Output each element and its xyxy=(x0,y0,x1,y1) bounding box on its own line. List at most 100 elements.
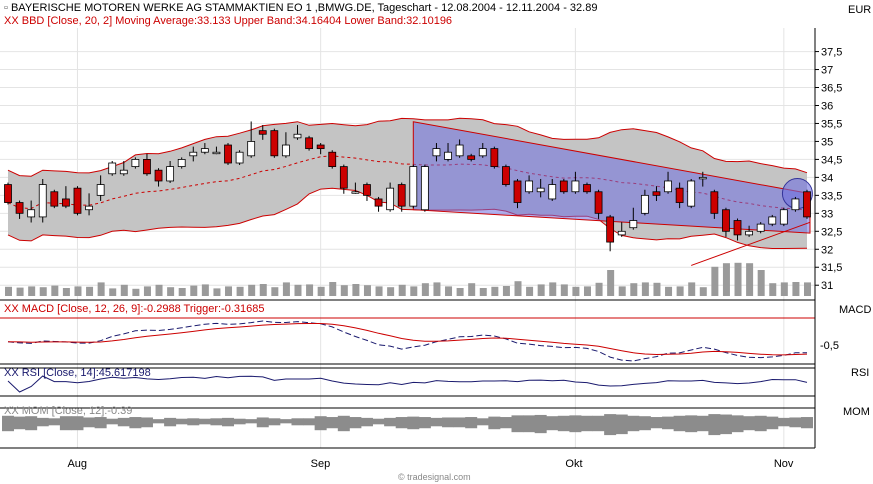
candle xyxy=(791,196,800,212)
candle-body xyxy=(177,159,186,167)
volume-bar xyxy=(294,284,302,296)
volume-bar xyxy=(178,288,186,296)
momentum-bar xyxy=(291,418,304,426)
volume-bar xyxy=(526,286,534,296)
volume-bar xyxy=(468,283,476,296)
price-tick-label: 32,5 xyxy=(821,226,842,238)
price-tick-label: 32 xyxy=(821,244,833,256)
momentum-bar xyxy=(511,415,524,433)
candle xyxy=(293,125,302,140)
momentum-bar xyxy=(129,417,142,429)
momentum-bar xyxy=(523,415,536,433)
rsi-axis-label: RSI xyxy=(851,367,869,379)
momentum-bar xyxy=(106,418,119,425)
candle xyxy=(698,171,707,187)
volume-bar xyxy=(387,287,395,296)
candle-body xyxy=(525,180,533,193)
volume-bar xyxy=(711,266,719,296)
candle-body xyxy=(363,184,371,196)
candle-body xyxy=(85,205,93,211)
candle-body xyxy=(710,191,719,214)
candle-body xyxy=(108,162,117,175)
volume-bar xyxy=(86,286,94,296)
momentum-bar xyxy=(256,417,269,428)
price-axis: 37,5 37 36,5 36 35,5 35 34,5 34 33,5 33 32,5 32 31,5… xyxy=(815,47,842,292)
volume-bar xyxy=(757,270,765,296)
candle-body xyxy=(420,166,429,211)
candle-body xyxy=(664,180,672,193)
volume-bar xyxy=(39,287,47,296)
momentum-bar xyxy=(210,418,223,426)
candle-body xyxy=(733,220,742,236)
momentum-bar xyxy=(233,418,246,425)
candle xyxy=(374,196,383,212)
volume-bar xyxy=(28,286,36,296)
momentum-bar xyxy=(685,415,698,433)
candle xyxy=(73,186,82,216)
bollinger-legend: XX BBD [Close, 20, 2] Moving Average:33.… xyxy=(4,15,452,27)
momentum-bar xyxy=(222,417,235,427)
candle xyxy=(38,178,47,223)
momentum-bar xyxy=(534,414,547,434)
candle xyxy=(513,178,522,209)
candle xyxy=(640,189,649,216)
candle xyxy=(247,121,256,158)
volume-bar xyxy=(51,285,59,296)
volume-bar xyxy=(618,286,626,296)
candle xyxy=(432,143,441,162)
momentum-bar xyxy=(245,419,258,424)
volume-bar xyxy=(445,286,453,296)
candle xyxy=(397,182,406,212)
volume-bar xyxy=(74,286,82,296)
volume-bar xyxy=(456,288,464,296)
candle xyxy=(177,157,186,169)
mom-panel: XX MOM [Close, 12]:-0.39 MOM xyxy=(0,405,870,449)
candle xyxy=(166,161,175,183)
candle-body xyxy=(548,184,557,200)
price-tick-label: 35,5 xyxy=(821,118,842,130)
price-tick-label: 34 xyxy=(821,172,833,184)
candle xyxy=(15,200,24,219)
momentum-bar xyxy=(801,417,813,429)
momentum-bar xyxy=(557,415,570,432)
candle xyxy=(224,143,232,165)
momentum-bar xyxy=(13,416,26,430)
volume-bar xyxy=(804,282,811,296)
candle xyxy=(61,186,70,209)
chart-title: ▫ BAYERISCHE MOTOREN WERKE AG STAMMAKTIE… xyxy=(4,2,597,14)
price-tick-label: 35 xyxy=(821,136,833,148)
momentum-bar xyxy=(360,417,373,427)
candle-body xyxy=(629,220,638,229)
momentum-bar xyxy=(476,418,489,426)
momentum-bar xyxy=(731,415,744,433)
candle xyxy=(4,182,12,205)
momentum-bar xyxy=(349,417,362,429)
candle xyxy=(606,214,615,252)
momentum-bar xyxy=(777,417,790,427)
candle-body xyxy=(583,184,591,193)
momentum-bar xyxy=(662,416,675,430)
volume-bar xyxy=(62,288,70,296)
candle xyxy=(490,146,499,169)
momentum-bar xyxy=(754,415,767,432)
candle-body xyxy=(224,144,232,164)
momentum-bar xyxy=(789,417,802,428)
candle-body xyxy=(154,169,163,182)
momentum-bar xyxy=(627,415,640,432)
candle xyxy=(316,143,325,155)
volume-bar xyxy=(167,287,175,296)
macd-line xyxy=(7,320,808,362)
candle-body xyxy=(768,216,777,225)
momentum-bar xyxy=(673,415,686,432)
candle xyxy=(536,178,545,198)
candle xyxy=(386,182,395,212)
volume-bar xyxy=(514,281,522,296)
candle xyxy=(571,171,580,194)
candle-body xyxy=(559,180,568,193)
candle-body xyxy=(200,148,209,153)
candle xyxy=(467,153,476,162)
candle-body xyxy=(235,151,244,164)
candle xyxy=(617,222,626,237)
momentum-bar xyxy=(442,417,455,428)
